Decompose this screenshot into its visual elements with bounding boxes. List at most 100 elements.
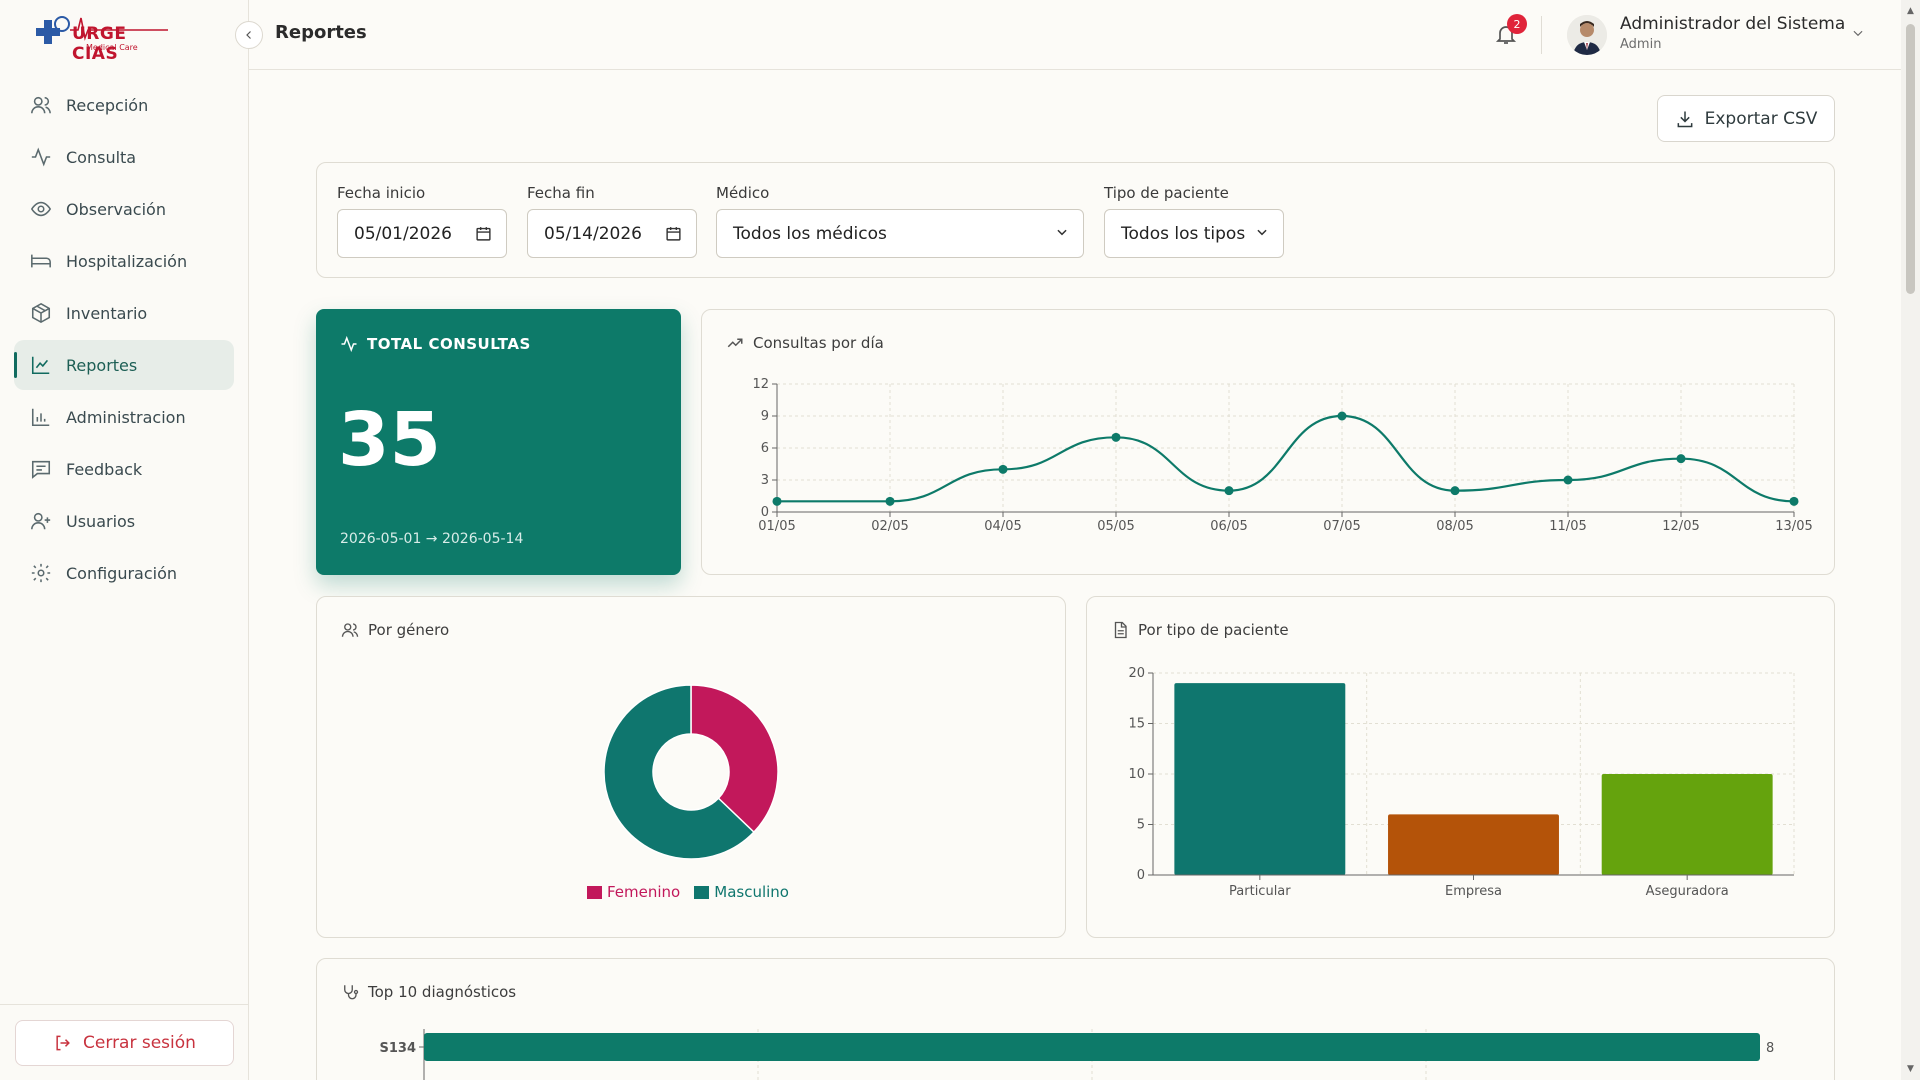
- scroll-up-arrow[interactable]: ▲: [1907, 6, 1914, 16]
- card-title: Por tipo de paciente: [1111, 621, 1289, 639]
- hbar-s134: [424, 1033, 1760, 1061]
- sidebar-item-configuracion[interactable]: Configuración: [14, 548, 234, 598]
- sidebar-item-consulta[interactable]: Consulta: [14, 132, 234, 182]
- pie-slice-masculino: [603, 684, 755, 860]
- y-tick-label: 5: [1137, 818, 1145, 833]
- data-point: [998, 464, 1008, 474]
- chevron-down-icon[interactable]: [1851, 26, 1865, 40]
- sidebar-item-label: Configuración: [66, 563, 178, 583]
- x-tick-label: Empresa: [1445, 884, 1502, 899]
- chevron-down-icon: [1255, 225, 1269, 239]
- bar-chart: 0 5 10 15 20 Particular Empresa Aseguradora: [1128, 666, 1795, 899]
- x-tick-label: 08/05: [1436, 519, 1473, 534]
- sidebar-item-label: Administracion: [66, 407, 186, 427]
- sidebar-item-feedback[interactable]: Feedback: [14, 444, 234, 494]
- message-icon: [30, 458, 52, 480]
- sidebar-nav: Recepción Consulta Observación Hospitali…: [14, 80, 234, 600]
- x-tick-label: 02/05: [871, 519, 908, 534]
- download-icon: [1675, 109, 1695, 129]
- bar-particular: [1174, 683, 1346, 875]
- start-date-input[interactable]: 05/01/2026: [337, 209, 507, 258]
- calendar-icon[interactable]: [475, 225, 492, 242]
- file-text-icon: [1111, 621, 1129, 639]
- consultas-por-dia-card: Consultas por día 0 3 6 9 12 01/05 02/05 04/05 0…: [701, 309, 1835, 575]
- x-tick-label: 13/05: [1775, 519, 1812, 534]
- sidebar-item-label: Hospitalización: [66, 251, 188, 271]
- x-tick-label: 01/05: [758, 519, 795, 534]
- y-tick-label: S134: [380, 1041, 417, 1056]
- line-chart: 0 3 6 9 12 01/05 02/05 04/05 05/05 06/05 07/05 08/0…: [752, 377, 1812, 534]
- line-chart-icon: [30, 354, 52, 376]
- user-plus-icon: [30, 510, 52, 532]
- scroll-down-arrow[interactable]: ▼: [1907, 1064, 1914, 1074]
- y-tick-label: 0: [1137, 868, 1145, 883]
- sidebar-item-recepcion[interactable]: Recepción: [14, 80, 234, 130]
- donut-chart-title: Por género: [368, 621, 450, 639]
- trending-up-icon: [726, 334, 744, 352]
- export-label: Exportar CSV: [1704, 108, 1818, 129]
- start-date-label: Fecha inicio: [337, 184, 426, 202]
- kpi-label-text: TOTAL CONSULTAS: [367, 335, 531, 353]
- x-tick-label: 07/05: [1323, 519, 1360, 534]
- page-scrollbar[interactable]: ▲ ▼: [1901, 0, 1920, 1080]
- export-csv-button[interactable]: Exportar CSV: [1657, 95, 1835, 142]
- sidebar-item-reportes[interactable]: Reportes: [14, 340, 234, 390]
- x-tick-label: 05/05: [1097, 519, 1134, 534]
- x-tick-label: Aseguradora: [1646, 884, 1729, 899]
- sidebar-item-usuarios[interactable]: Usuarios: [14, 496, 234, 546]
- gear-icon: [30, 562, 52, 584]
- x-tick-label: 06/05: [1210, 519, 1247, 534]
- sidebar-item-label: Consulta: [66, 147, 137, 167]
- legend-swatch: [694, 885, 710, 899]
- card-title: Top 10 diagnósticos: [341, 983, 516, 1001]
- y-tick-label: 6: [761, 441, 769, 456]
- x-tick-label: Particular: [1229, 884, 1291, 899]
- card-title: Por género: [341, 621, 449, 639]
- data-point: [772, 496, 782, 506]
- bed-icon: [30, 250, 52, 272]
- medical-cross-icon: [36, 16, 168, 44]
- bar-aseguradora: [1601, 774, 1773, 875]
- calendar-icon[interactable]: [665, 225, 682, 242]
- logout-button[interactable]: Cerrar sesión: [15, 1020, 234, 1066]
- x-tick-label: 11/05: [1549, 519, 1586, 534]
- logout-label: Cerrar sesión: [83, 1033, 196, 1053]
- user-role: Admin: [1620, 37, 1662, 52]
- legend-item-masculino[interactable]: Masculino: [694, 883, 789, 901]
- doctor-select[interactable]: Todos los médicos: [716, 209, 1084, 258]
- bar-empresa: [1388, 814, 1559, 875]
- kpi-date-range: 2026-05-01 → 2026-05-14: [340, 531, 524, 547]
- end-date-input[interactable]: 05/14/2026: [527, 209, 697, 258]
- sidebar-item-observacion[interactable]: Observación: [14, 184, 234, 234]
- page-title: Reportes: [275, 22, 367, 43]
- x-tick-label: 12/05: [1662, 519, 1699, 534]
- collapse-sidebar-button[interactable]: [235, 21, 263, 49]
- patient-type-label: Tipo de paciente: [1104, 184, 1229, 202]
- chevron-left-icon: [246, 31, 251, 39]
- sidebar-item-hospitalizacion[interactable]: Hospitalización: [14, 236, 234, 286]
- y-tick-label: 3: [761, 473, 769, 488]
- topbar: Reportes 2 Administrador del Sistema Adm…: [235, 0, 1901, 70]
- legend-item-femenino[interactable]: Femenino: [587, 883, 680, 901]
- filters-card: Fecha inicio 05/01/2026 Fecha fin 05/14/…: [316, 162, 1835, 278]
- scroll-thumb[interactable]: [1906, 24, 1915, 294]
- bar-chart-icon: [30, 406, 52, 428]
- por-tipo-paciente-card: Por tipo de paciente 0 5 10 15 20 Particular E…: [1086, 596, 1835, 938]
- pie-slice-femenino: [690, 684, 779, 834]
- avatar[interactable]: [1567, 15, 1607, 55]
- sidebar-item-administracion[interactable]: Administracion: [14, 392, 234, 442]
- data-point: [1563, 475, 1573, 485]
- sidebar-item-label: Usuarios: [66, 511, 136, 531]
- data-point: [1450, 486, 1460, 496]
- chevron-down-icon: [1055, 225, 1069, 239]
- sidebar-item-label: Inventario: [66, 303, 148, 323]
- sidebar-item-inventario[interactable]: Inventario: [14, 288, 234, 338]
- user-name[interactable]: Administrador del Sistema: [1620, 14, 1846, 34]
- legend-label: Masculino: [714, 883, 789, 901]
- patient-type-select[interactable]: Todos los tipos: [1104, 209, 1284, 258]
- end-date-value: 05/14/2026: [544, 223, 642, 244]
- series-line: [777, 414, 1795, 503]
- app-logo[interactable]: URGE CIAS Medical Care: [22, 10, 172, 64]
- legend-label: Femenino: [607, 883, 681, 901]
- kpi-value: 35: [338, 397, 441, 483]
